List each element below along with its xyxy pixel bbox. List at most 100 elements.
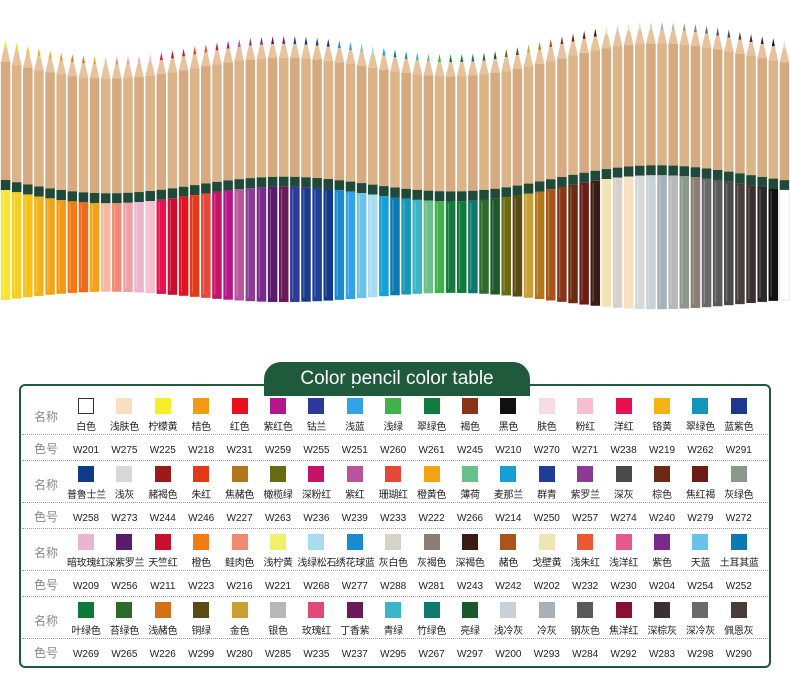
color-code: W293	[533, 649, 560, 660]
pencil	[167, 50, 178, 295]
color-name: 钢灰色	[570, 626, 600, 637]
color-cell: 焦赭色 W227	[221, 466, 259, 524]
color-swatch	[78, 534, 94, 550]
color-cell: 灰褐色 W281	[413, 534, 451, 592]
color-name: 鲑肉色	[225, 558, 255, 569]
pencil	[267, 36, 278, 302]
pencil	[301, 36, 311, 302]
color-table	[19, 384, 771, 668]
color-swatch	[78, 466, 94, 482]
pencil	[245, 37, 256, 302]
color-swatch	[654, 534, 670, 550]
color-swatch	[730, 602, 747, 618]
color-code: W246	[188, 513, 215, 524]
pencil	[11, 42, 22, 299]
pencil	[523, 44, 534, 298]
color-name: 浅朱红	[570, 558, 600, 569]
color-cell: 红色 W231	[221, 398, 259, 456]
color-name: 朱红	[191, 490, 211, 501]
color-code: W258	[72, 513, 100, 524]
color-name: 焦洋红	[609, 626, 639, 637]
color-name: 佩恩灰	[724, 626, 754, 637]
color-swatch	[615, 466, 632, 482]
pencil	[312, 37, 322, 302]
pencil	[67, 54, 78, 293]
color-swatch	[538, 466, 555, 482]
pencil	[779, 40, 790, 301]
color-cell: 深粉红 W236	[297, 466, 335, 524]
color-name: 紫红色	[263, 422, 293, 433]
color-code: W210	[495, 445, 522, 456]
color-cell: 金色 W280	[221, 602, 259, 660]
pencil	[334, 40, 345, 300]
color-code: W266	[456, 513, 484, 524]
color-swatch	[116, 534, 133, 550]
pencil	[768, 38, 779, 301]
color-cell: 钴兰 W255	[297, 398, 335, 456]
color-name: 紫罗兰	[570, 490, 600, 501]
color-name: 橄榄绿	[263, 490, 293, 501]
color-cell: 黑色 W210	[489, 398, 527, 456]
color-swatch	[78, 602, 94, 618]
color-name: 银色	[268, 626, 288, 637]
color-code: W202	[533, 581, 560, 592]
pencil	[712, 27, 723, 307]
pencil	[412, 52, 423, 294]
color-code: W245	[456, 445, 484, 456]
color-name: 焦赭色	[225, 490, 255, 501]
pencil	[445, 54, 456, 293]
color-code: W290	[725, 649, 752, 660]
color-cell: 翠绿色 W262	[681, 398, 719, 456]
color-swatch	[193, 602, 210, 618]
color-code: W222	[418, 513, 445, 524]
pencil	[390, 49, 400, 296]
color-swatch	[308, 534, 325, 550]
color-swatch	[270, 398, 286, 414]
table-title: Color pencil color table	[264, 362, 530, 396]
color-swatch	[193, 398, 210, 414]
row-divider	[22, 502, 768, 503]
color-name: 绣花球蓝	[335, 558, 375, 569]
color-name: 赭褐色	[148, 490, 178, 501]
color-swatch	[154, 466, 171, 482]
color-name: 暗玫瑰红	[67, 558, 106, 569]
pencil	[468, 53, 478, 294]
row-label-code: 色号	[33, 646, 58, 660]
color-swatch	[538, 602, 555, 618]
color-name: 浅赭色	[148, 626, 178, 637]
color-name: 浅绿松石	[297, 558, 337, 569]
color-cell: 普鲁士兰 W258	[67, 466, 106, 524]
color-name: 天蓝	[690, 558, 711, 569]
color-code: W279	[687, 513, 714, 524]
pencil	[89, 56, 100, 292]
color-swatch	[154, 398, 171, 414]
color-cell: 焦洋红 W292	[605, 602, 643, 660]
row-divider	[22, 528, 768, 529]
color-code: W257	[572, 513, 599, 524]
color-code: W211	[150, 581, 176, 592]
color-name: 玫瑰红	[301, 626, 331, 637]
color-name: 灰白色	[378, 558, 408, 569]
pencil	[78, 55, 89, 293]
color-name: 天竺红	[148, 558, 178, 569]
color-code: W252	[725, 581, 752, 592]
color-swatch	[154, 534, 171, 550]
color-swatch	[346, 398, 363, 414]
color-name: 赭色	[498, 558, 519, 569]
color-swatch	[308, 602, 325, 618]
color-swatch	[692, 466, 709, 482]
color-name: 竹绿色	[417, 626, 447, 637]
pencil	[635, 22, 645, 309]
pencil	[45, 50, 55, 295]
color-name: 深紫罗兰	[105, 558, 145, 569]
color-swatch	[78, 398, 94, 414]
color-name: 薄荷	[460, 490, 480, 501]
color-swatch	[231, 466, 248, 482]
pencil	[256, 36, 267, 302]
pencil	[56, 52, 66, 294]
color-name: 白色	[76, 422, 96, 433]
color-code: W271	[572, 445, 599, 456]
color-name: 橙色	[191, 558, 211, 569]
color-name: 焦红褐	[685, 490, 715, 501]
color-cell: 暗玫瑰红 W209	[67, 534, 106, 592]
